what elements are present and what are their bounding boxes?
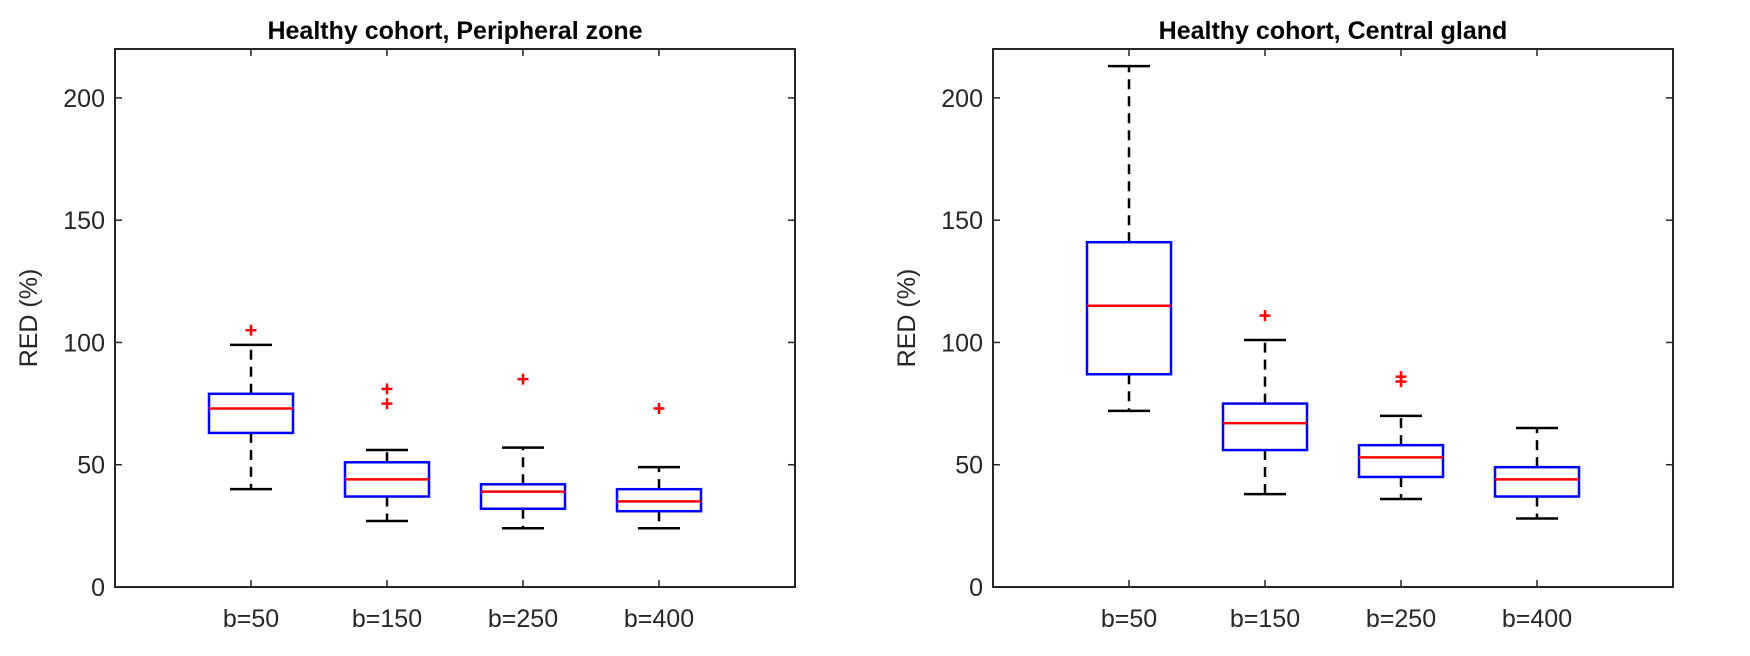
y-tick-label: 0 xyxy=(91,574,105,602)
y-tick-label: 150 xyxy=(63,207,105,235)
box-b-250: b=250 xyxy=(479,49,567,633)
y-axis-label: RED (%) xyxy=(893,269,921,368)
chart-panel-2: Healthy cohort, Central gland RED (%) 0 50 1… xyxy=(893,17,1674,633)
iqr-box xyxy=(479,483,567,510)
outlier-marker xyxy=(517,373,529,385)
y-tick-label: 50 xyxy=(77,452,105,480)
box-b-400: b=400 xyxy=(1493,49,1581,633)
x-tick-label: b=250 xyxy=(488,605,558,633)
plot-frame xyxy=(114,48,796,588)
outlier-marker xyxy=(1395,371,1407,383)
x-tick-label: b=250 xyxy=(1366,605,1436,633)
outlier-marker xyxy=(245,324,257,336)
iqr-box xyxy=(207,392,295,435)
box-b-400: b=400 xyxy=(615,49,703,633)
outlier-marker xyxy=(381,383,393,395)
iqr-box xyxy=(1493,465,1581,498)
y-tick-label: 100 xyxy=(63,329,105,357)
y-tick-label: 100 xyxy=(941,329,983,357)
y-tick-label: 150 xyxy=(941,207,983,235)
plot-frame xyxy=(992,48,1674,588)
y-tick-label: 200 xyxy=(941,85,983,113)
x-tick-label: b=50 xyxy=(223,605,279,633)
x-tick-label: b=400 xyxy=(624,605,694,633)
iqr-box xyxy=(1085,240,1173,376)
chart-title: Healthy cohort, Central gland xyxy=(1159,17,1508,45)
x-tick-label: b=50 xyxy=(1101,605,1157,633)
box-b-150: b=150 xyxy=(1221,49,1309,633)
iqr-box xyxy=(1357,443,1445,479)
iqr-box xyxy=(1221,402,1309,452)
y-tick-label: 50 xyxy=(955,452,983,480)
y-axis-label: RED (%) xyxy=(15,269,43,368)
chart-title: Healthy cohort, Peripheral zone xyxy=(267,17,642,45)
outlier-marker xyxy=(381,398,393,410)
box-b-50: b=50 xyxy=(207,49,295,633)
outlier-marker xyxy=(1259,310,1271,322)
box-b-150: b=150 xyxy=(343,49,431,633)
x-tick-label: b=150 xyxy=(352,605,422,633)
y-tick-label: 0 xyxy=(969,574,983,602)
x-tick-label: b=150 xyxy=(1230,605,1300,633)
x-tick-label: b=400 xyxy=(1502,605,1572,633)
y-tick-label: 200 xyxy=(63,85,105,113)
box-b-250: b=250 xyxy=(1357,49,1445,633)
outlier-marker xyxy=(653,402,665,414)
box-b-50: b=50 xyxy=(1085,49,1173,633)
chart-panel-1: Healthy cohort, Peripheral zone RED (%) 0 5… xyxy=(15,17,796,633)
